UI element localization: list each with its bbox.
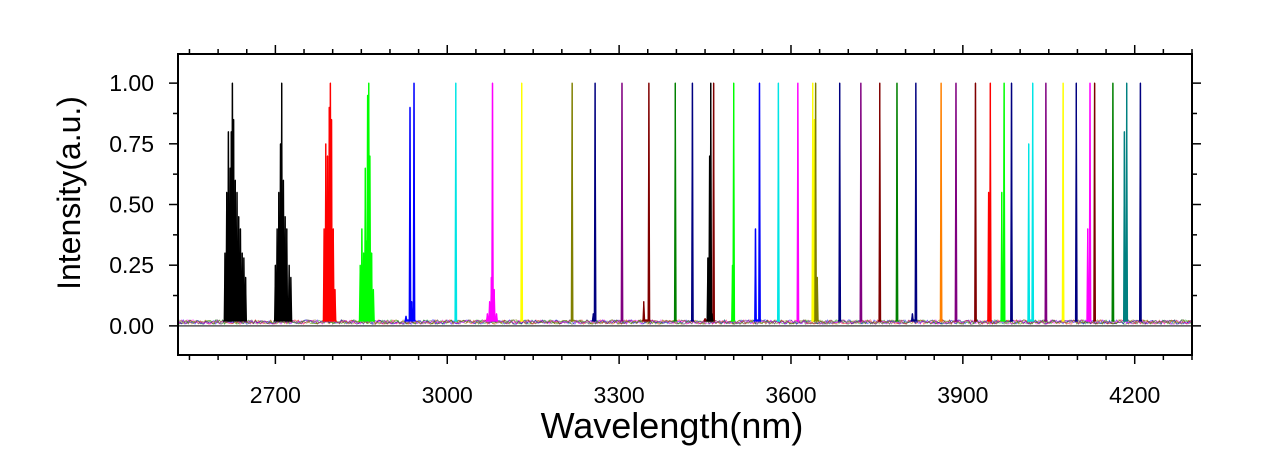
spectrum-series-26 xyxy=(910,82,918,322)
y-tick-label-2: 0.50 xyxy=(109,192,154,218)
x-tick-label-2700: 2700 xyxy=(250,382,301,408)
spectrum-series-25 xyxy=(895,82,899,322)
spectrum-series-40 xyxy=(1122,82,1129,322)
spectrum-series-34 xyxy=(1044,82,1048,322)
x-tick-label-3000: 3000 xyxy=(422,382,473,408)
axes-group: 2700 3000 3300 3600 3900 4200 0.00 0.25 0.50 0.75… xyxy=(109,45,1201,408)
spectrum-series-10 xyxy=(620,82,624,322)
spectrum-series-28 xyxy=(954,82,958,322)
spectrum-series-37 xyxy=(1086,82,1092,322)
x-axis-title: Wavelength(nm) xyxy=(541,405,804,446)
spectrum-series-22 xyxy=(837,82,842,322)
spectrum-series-3 xyxy=(358,82,376,322)
plot-area xyxy=(177,54,1193,355)
spectrum-series-1 xyxy=(273,82,293,322)
spectrum-series-39 xyxy=(1111,82,1115,322)
spectrum-series-7 xyxy=(520,82,524,322)
spectrum-series-15 xyxy=(706,82,714,322)
spectrum-series-17 xyxy=(753,82,762,322)
spectrum-series-6 xyxy=(485,82,499,322)
y-tick-label-3: 0.75 xyxy=(109,131,154,157)
spectrum-series-11 xyxy=(642,82,651,322)
y-axis-title: Intensity(a.u.) xyxy=(51,96,87,290)
spectrum-series-31 xyxy=(1000,82,1006,322)
spectrum-series-16 xyxy=(730,82,736,322)
y-tick-label-1: 0.25 xyxy=(109,252,154,278)
spectrum-series-21 xyxy=(813,82,820,322)
x-tick-label-3600: 3600 xyxy=(765,382,816,408)
spectrum-series-30 xyxy=(986,82,993,322)
spectrum-series-24 xyxy=(878,82,882,322)
series-group xyxy=(223,82,1143,322)
y-tick-label-0: 0.00 xyxy=(109,313,154,339)
spectrum-series-8 xyxy=(570,82,574,322)
spectrum-series-27 xyxy=(939,82,943,322)
spectrum-series-12 xyxy=(673,82,677,322)
spectrum-series-33 xyxy=(1027,82,1035,322)
spectrum-series-2 xyxy=(322,82,337,322)
y-tick-label-4: 1.00 xyxy=(109,70,154,96)
x-tick-label-4200: 4200 xyxy=(1109,382,1160,408)
spectrum-series-41 xyxy=(1138,82,1143,322)
x-tick-label-3900: 3900 xyxy=(937,382,988,408)
spectrum-series-4 xyxy=(404,82,416,322)
spectrum-series-29 xyxy=(973,82,978,322)
spectrum-series-9 xyxy=(591,82,597,322)
spectrum-series-19 xyxy=(796,82,800,322)
spectrum-series-35 xyxy=(1061,82,1065,322)
spectrum-series-18 xyxy=(776,82,781,322)
spectrum-series-36 xyxy=(1074,82,1078,322)
spectrum-series-32 xyxy=(1009,82,1014,322)
plot-background xyxy=(178,54,1192,355)
spectrum-series-0 xyxy=(223,82,248,322)
x-tick-label-3300: 3300 xyxy=(594,382,645,408)
baseline-noise-5 xyxy=(177,318,1193,325)
spectrum-series-23 xyxy=(859,82,863,322)
spectrum-series-13 xyxy=(690,82,695,322)
spectrum-series-5 xyxy=(454,82,458,322)
spectrum-series-38 xyxy=(1092,82,1097,322)
